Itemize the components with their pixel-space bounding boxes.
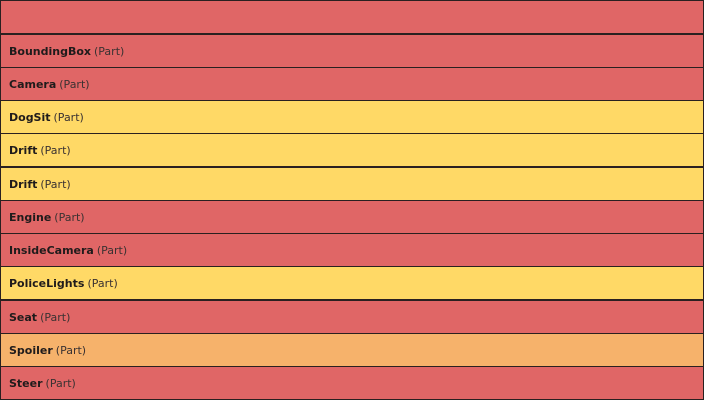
part-type: (Part) [40, 143, 71, 157]
part-name: DogSit [9, 110, 51, 124]
part-name: BoundingBox [9, 44, 91, 58]
list-item-spoiler[interactable]: Spoiler (Part) [0, 333, 704, 367]
part-type: (Part) [94, 44, 125, 58]
list-item-drift[interactable]: Drift (Part) [0, 133, 704, 167]
list-item-steer[interactable]: Steer (Part) [0, 366, 704, 400]
part-type: (Part) [54, 210, 85, 224]
part-type: (Part) [53, 110, 84, 124]
part-name: Steer [9, 376, 43, 390]
part-type: (Part) [55, 343, 87, 357]
list-item-dogsit[interactable]: DogSit (Part) [0, 100, 704, 134]
list-item-boundingbox[interactable]: BoundingBox (Part) [0, 34, 704, 68]
list-item-seat[interactable]: Seat (Part) [0, 300, 704, 334]
part-name: Engine [9, 210, 52, 224]
part-name: PoliceLights [9, 276, 85, 290]
part-type: (Part) [40, 310, 71, 324]
list-header-row[interactable] [0, 0, 704, 34]
part-name: Drift [9, 177, 38, 191]
part-type: (Part) [96, 243, 128, 257]
part-name: Drift [9, 143, 38, 157]
part-type: (Part) [45, 376, 76, 390]
list-item-insidecamera[interactable]: InsideCamera (Part) [0, 233, 704, 267]
part-type: (Part) [59, 77, 90, 91]
part-type: (Part) [87, 276, 118, 290]
part-name: InsideCamera [9, 243, 94, 257]
part-name: Spoiler [9, 343, 53, 357]
list-item-policelights[interactable]: PoliceLights (Part) [0, 266, 704, 300]
list-item-drift[interactable]: Drift (Part) [0, 167, 704, 201]
part-name: Camera [9, 77, 57, 91]
part-name: Seat [9, 310, 38, 324]
list-item-camera[interactable]: Camera (Part) [0, 67, 704, 101]
part-type: (Part) [40, 177, 71, 191]
list-item-engine[interactable]: Engine (Part) [0, 200, 704, 234]
